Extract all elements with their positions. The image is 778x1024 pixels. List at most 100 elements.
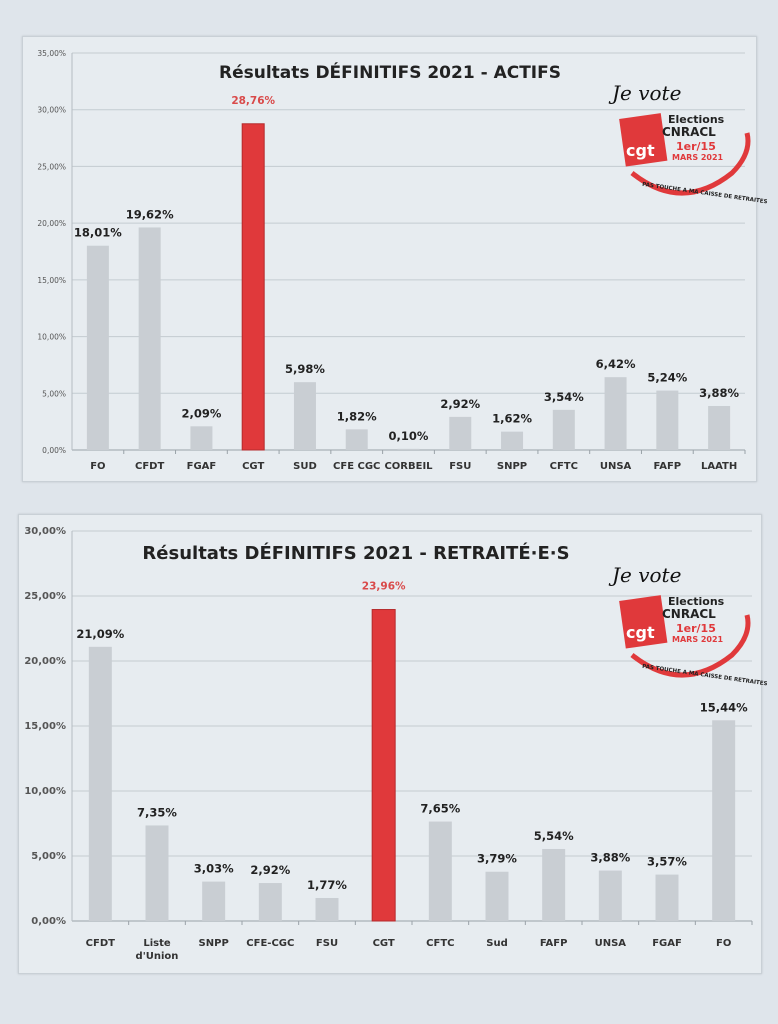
bar-unsa [604,377,627,450]
bar-cfe-cgc [345,429,368,450]
x-category-label: FSU [449,461,471,472]
logo-text: CNRACL [662,125,716,139]
data-label: 3,54% [544,390,584,404]
data-label: 19,62% [126,207,174,221]
x-category-label: CORBEIL [384,461,433,472]
logo-text: 1er/15 [676,140,716,153]
chart-actifs: 0,00% 5,00% 10,00% 15,00% 20,00% 25,00% 30,00%… [37,49,746,472]
bar-cfdt [138,227,161,450]
logo-square [619,595,668,649]
x-category-label: CFE-CGC [246,938,294,949]
data-label: 28,76% [231,95,275,107]
bar-fo [712,720,736,921]
bar-fafp [542,848,566,921]
logo-text: Je vote [608,563,681,587]
y-tick-label: 0,00% [31,916,66,927]
bar-laath [708,405,731,450]
x-category-label: d'Union [136,951,179,962]
data-label: 23,96% [362,581,406,593]
logo-text: MARS 2021 [672,635,724,644]
x-category-label: CFTC [426,938,454,949]
x-category-label: LAATH [701,461,737,472]
x-category-label: FAFP [654,461,682,472]
data-label: 7,35% [137,805,177,819]
bar-cgt [371,609,396,922]
data-label: 5,24% [647,371,687,385]
logo-text: cgt [626,141,655,160]
bar-cftc [428,821,452,921]
bar-fgaf [655,874,679,921]
bar-snpp [501,431,524,450]
data-label: 15,44% [700,700,748,714]
bar-unsa [598,870,622,921]
logo-ring [630,614,751,678]
data-label: 1,77% [307,878,347,892]
chart-retraites: 0,00% 5,00% 10,00% 15,00% 20,00% 25,00% 30,00%… [24,526,753,962]
x-category-label: FGAF [652,938,682,949]
y-tick-label: 30,00% [37,106,66,115]
chart-title: Résultats DÉFINITIFS 2021 - ACTIFS [219,61,561,83]
logo-square [619,113,668,167]
x-category-label: FGAF [187,461,217,472]
y-tick-label: 20,00% [37,219,66,228]
logo-ring [630,132,751,196]
x-category-label: FSU [316,938,338,949]
x-category-label: CFDT [86,938,115,949]
y-tick-label: 10,00% [24,786,66,797]
bar-cfdt [88,646,112,921]
bar-corbeil [397,448,420,450]
y-tick-label: 30,00% [24,526,66,537]
logo-text: Elections [668,113,725,126]
x-category-label: FAFP [540,938,568,949]
logo-text: CNRACL [662,607,716,621]
x-category-label: CFE CGC [333,461,380,472]
logo-text: MARS 2021 [672,153,724,162]
y-tick-label: 25,00% [24,591,66,602]
bar-fsu [449,416,472,450]
bar-fo [86,245,109,450]
x-category-label: UNSA [600,461,632,472]
bar-fafp [656,390,679,450]
data-label: 5,54% [534,829,574,843]
x-category-label: CFDT [135,461,164,472]
bar-fgaf [190,426,213,450]
bar-cfe-cgc [258,883,282,921]
x-category-label: Sud [486,938,507,949]
y-tick-label: 20,00% [24,656,66,667]
y-tick-label: 0,00% [42,446,66,455]
x-category-label: CGT [242,461,264,472]
y-tick-label: 25,00% [37,162,66,171]
y-tick-label: 15,00% [37,276,66,285]
x-category-label: CGT [373,938,395,949]
logo-text: 1er/15 [676,622,716,635]
y-tick-label: 35,00% [37,49,66,58]
y-tick-label: 5,00% [31,851,66,862]
data-label: 6,42% [596,357,636,371]
data-label: 1,82% [337,409,377,423]
logo-text: PAS TOUCHE A MA CAISSE DE RETRAITES [642,182,768,206]
bar-liste-d-union [145,825,169,921]
x-category-label: CFTC [550,461,578,472]
data-label: 0,10% [389,429,429,443]
bar-cftc [552,409,575,450]
x-category-label: Liste [143,938,171,949]
bar-snpp [202,881,226,921]
data-label: 5,98% [285,362,325,376]
data-label: 21,09% [76,627,124,641]
logo-text: Je vote [608,81,681,105]
data-label: 3,03% [194,862,234,876]
x-category-label: FO [716,938,731,949]
data-label: 2,92% [440,397,480,411]
x-category-label: SUD [293,461,317,472]
data-label: 2,09% [181,406,221,420]
y-tick-label: 15,00% [24,721,66,732]
data-label: 3,88% [590,851,630,865]
data-label: 3,79% [477,852,517,866]
data-label: 3,88% [699,386,739,400]
bar-sud [293,382,316,450]
bar-cgt [241,123,265,451]
data-label: 3,57% [647,855,687,869]
